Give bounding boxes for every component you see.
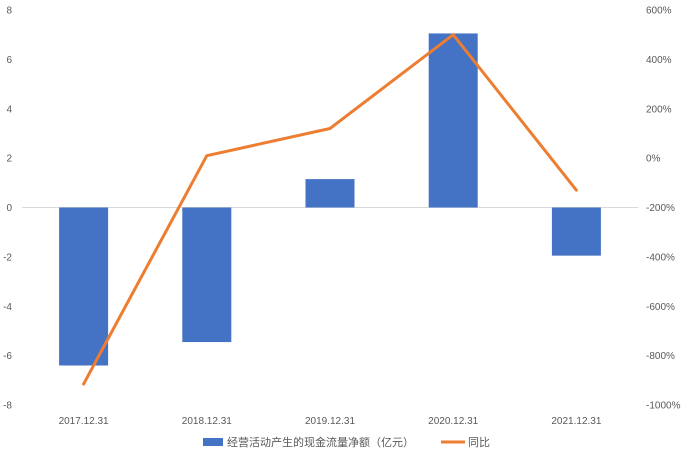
right-y-tick-label: -1000% (646, 401, 681, 412)
right-y-tick-label: -800% (646, 351, 675, 362)
left-y-tick-label: 2 (6, 154, 12, 165)
right-y-tick-label: -600% (646, 302, 675, 313)
yoy-line (82, 33, 578, 386)
x-tick-label: 2021.12.31 (551, 416, 601, 427)
left-y-tick-label: 6 (6, 55, 12, 66)
bar-2018.12.31 (182, 207, 232, 343)
right-y-tick-label: 0% (646, 154, 661, 165)
right-y-axis-ticks: -1000% -800% -600% -400% -200% 0% 200% 400% 600% (646, 6, 681, 412)
right-y-tick-label: 600% (646, 6, 672, 17)
left-y-tick-label: -6 (3, 351, 12, 362)
left-y-tick-label: 4 (6, 104, 12, 115)
right-y-tick-label: 200% (646, 104, 672, 115)
legend-label-line: 同比 (468, 436, 490, 449)
x-axis-ticks: 2017.12.31 2018.12.31 2019.12.31 2020.12.31… (59, 416, 602, 427)
x-tick-label: 2017.12.31 (59, 416, 109, 427)
left-y-axis-ticks: -8 -6 -4 -2 0 2 4 6 8 (3, 6, 12, 412)
right-y-tick-label: -200% (646, 203, 675, 214)
bar-2020.12.31 (428, 33, 478, 208)
bar-2017.12.31 (59, 207, 109, 366)
line-series (82, 33, 578, 386)
right-y-tick-label: 400% (646, 55, 672, 66)
x-tick-label: 2020.12.31 (428, 416, 478, 427)
left-y-tick-label: -2 (3, 252, 12, 263)
legend-label-bar: 经营活动产生的现金流量净额（亿元） (227, 435, 414, 449)
x-tick-label: 2018.12.31 (182, 416, 232, 427)
left-y-tick-label: 8 (6, 6, 12, 17)
right-y-tick-label: -400% (646, 252, 675, 263)
x-tick-label: 2019.12.31 (305, 416, 355, 427)
left-y-tick-label: -4 (3, 302, 12, 313)
bar-series (59, 33, 601, 366)
legend: 经营活动产生的现金流量净额（亿元） 同比 (203, 435, 490, 449)
bar-2019.12.31 (305, 179, 355, 208)
left-y-tick-label: -8 (3, 401, 12, 412)
left-y-tick-label: 0 (6, 203, 12, 214)
legend-swatch-bar (203, 438, 223, 446)
bar-2021.12.31 (551, 207, 601, 256)
